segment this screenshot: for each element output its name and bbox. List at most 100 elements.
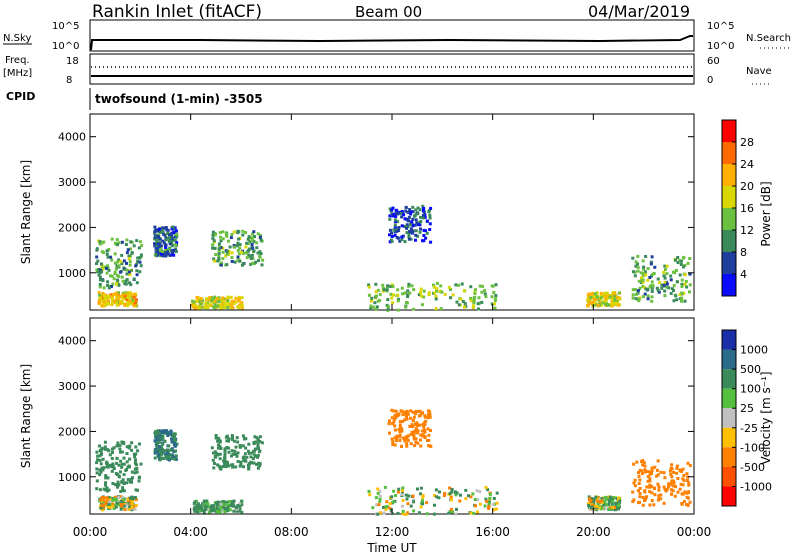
echo-cell [119,450,122,454]
echo-cell [161,249,165,253]
echo-cell [125,503,129,507]
freq-unit: [MHz] [3,68,32,79]
echo-cell [412,415,416,419]
echo-cell [174,454,178,458]
echo-cell [397,487,401,491]
echo-cell [206,301,210,305]
echo-cell [648,483,652,487]
echo-cell [115,282,118,286]
echo-cell [634,297,638,301]
echo-cell [423,428,426,432]
echo-cell [258,235,262,239]
echo-cell [390,239,394,243]
echo-cell [493,306,497,310]
echo-cell [598,301,602,305]
echo-cell [673,271,677,275]
echo-cell [166,452,170,456]
echo-cell [407,215,411,219]
echo-cell [170,231,174,235]
echo-cell [655,468,659,472]
echo-cell [669,473,673,476]
echo-cell [235,454,239,458]
echo-cell [412,214,416,218]
echo-cell [198,306,202,310]
echo-cell [115,483,119,487]
echo-cell [219,235,222,239]
echo-cell [216,259,220,263]
echo-cell [376,512,380,516]
echo-cell [125,460,129,464]
echo-cell [416,212,420,216]
echo-cell [236,249,240,253]
echo-cell [393,417,397,421]
echo-cell [474,288,477,292]
echo-cell [111,299,114,303]
echo-cell [133,467,137,471]
echo-cell [127,502,131,506]
echo-cell [597,299,601,302]
echo-cell [406,293,410,297]
echo-cell [378,293,382,297]
echo-cell [680,502,684,506]
echo-cell [120,240,124,244]
echo-cell [238,243,242,246]
echo-cell [212,257,216,261]
echo-cell [680,469,683,473]
echo-cell [473,295,477,299]
echo-cell [159,249,162,253]
echo-cell [483,289,487,292]
echo-cell [134,445,138,449]
echo-cell [461,300,465,303]
colorbar-tick-label: 25 [740,402,754,415]
echo-cell [155,441,159,445]
echo-cell [440,290,444,294]
echo-cell [402,213,406,217]
echo-cell [121,486,125,490]
echo-cell [633,478,637,482]
echo-cell [390,296,394,300]
nsearch-label: N.Search [746,33,791,44]
echo-cell [453,490,457,494]
echo-cell [434,294,438,298]
echo-cell [105,249,109,253]
echo-cell [428,415,432,419]
echo-cell [464,497,468,501]
echo-cell [392,489,396,493]
echo-cell [153,225,157,229]
echo-cell [161,438,165,442]
echo-cell [98,275,102,279]
echo-cell [613,294,617,298]
echo-cell [411,217,415,221]
echo-cell [108,497,112,501]
echo-cell [641,284,645,288]
echo-cell [600,293,603,297]
echo-cell [643,270,647,274]
echo-cell [442,494,446,497]
echo-cell [393,443,397,447]
echo-cell [398,239,402,243]
echo-cell [232,509,236,513]
echo-cell [683,282,687,286]
echo-cell [126,303,130,307]
echo-cell [418,208,422,212]
echo-cell [411,419,415,423]
echo-cell [122,456,126,460]
echo-cell [111,504,115,508]
echo-cell [599,296,603,300]
echo-cell [377,503,381,507]
echo-cell [637,297,641,301]
echo-cell [118,443,122,447]
echo-cell [95,479,99,483]
echo-cell [166,252,170,256]
echo-cell [641,503,645,507]
echo-cell [172,450,176,454]
echo-cell [394,438,398,442]
echo-cell [170,433,174,437]
echo-cell [398,433,402,437]
echo-cell [261,258,265,262]
echo-cell [139,462,143,466]
echo-cell [164,236,168,240]
echo-cell [376,299,380,303]
echo-cell [156,249,160,253]
echo-cell [586,502,590,505]
